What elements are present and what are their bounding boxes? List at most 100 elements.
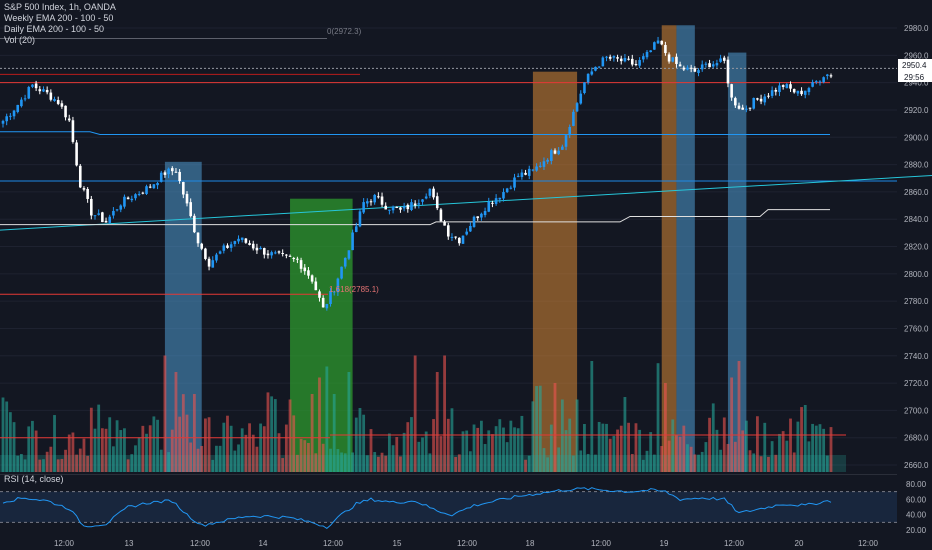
weekly-ema-legend[interactable]: Weekly EMA 200 - 100 - 50 (4, 13, 114, 23)
volume-bar (336, 449, 340, 472)
candle-body (104, 220, 108, 223)
volume-bar (778, 433, 781, 472)
volume-bar (307, 442, 310, 472)
candle-body (97, 213, 100, 215)
candle-body (384, 205, 388, 210)
candle-body (134, 194, 137, 199)
volume-bar (410, 417, 413, 472)
volume-bar (115, 420, 119, 472)
volume-bar (284, 424, 288, 472)
volume-bars (0, 355, 846, 472)
candle-body (281, 252, 284, 254)
candle-body (185, 193, 189, 204)
volume-bar (800, 407, 803, 472)
candle-body (310, 275, 314, 282)
volume-bar (730, 377, 734, 472)
volume-bar (428, 453, 432, 472)
candle-body (49, 92, 53, 100)
volume-bar (314, 453, 318, 472)
volume-bar (524, 459, 527, 472)
zone-green-1 (290, 198, 353, 472)
volume-legend[interactable]: Vol (20) (4, 35, 36, 45)
x-tick-label: 12:00 (54, 539, 75, 548)
candle-body (174, 171, 178, 173)
candle-body (373, 194, 376, 203)
volume-bar (494, 426, 498, 472)
volume-bar (45, 451, 49, 472)
volume-bar (560, 399, 564, 472)
rsi-tick-label: 80.00 (906, 480, 927, 489)
volume-bar (579, 450, 583, 472)
volume-bar (708, 417, 711, 472)
candle-body (307, 270, 310, 276)
candle-body (417, 203, 421, 205)
candle-body (421, 199, 424, 202)
volume-bar (542, 448, 546, 472)
candle-body (340, 266, 343, 279)
volume-bar (248, 423, 251, 472)
volume-bar (660, 446, 664, 472)
candle-body (402, 205, 406, 209)
volume-bar (575, 399, 579, 472)
volume-bar (829, 427, 833, 472)
volume-bar (741, 430, 745, 472)
volume-bar (693, 454, 697, 472)
volume-bar (325, 366, 329, 472)
candle-body (822, 77, 825, 83)
candle-body (748, 107, 752, 109)
volume-bar (273, 399, 277, 472)
candle-body (711, 64, 715, 67)
volume-bar (413, 355, 417, 472)
y-tick-label: 2760.0 (904, 324, 929, 333)
candle-body (347, 250, 351, 259)
candle-body (550, 150, 553, 161)
x-tick-label: 15 (393, 539, 402, 548)
volume-bar (229, 425, 233, 472)
volume-bar (362, 414, 366, 472)
candle-body (678, 64, 682, 67)
candle-body (182, 182, 185, 195)
chart-legend: S&P 500 Index, 1h, OANDA Weekly EMA 200 … (4, 2, 116, 46)
candle-body (152, 184, 156, 189)
volume-bar (770, 441, 774, 472)
volume-bar (759, 456, 763, 472)
volume-bar (1, 397, 5, 472)
candle-body (321, 297, 325, 308)
candle-body (189, 202, 192, 217)
candle-body (274, 252, 277, 254)
candle-body (56, 100, 60, 104)
candle-body (163, 172, 167, 175)
ema-lines (0, 38, 932, 439)
volume-bar (134, 445, 137, 472)
rsi-legend[interactable]: RSI (14, close) (4, 474, 64, 484)
symbol-title[interactable]: S&P 500 Index, 1h, OANDA (4, 2, 116, 12)
candle-body (781, 85, 785, 87)
volume-bar (671, 419, 675, 472)
volume-bar (457, 454, 461, 472)
volume-bar (20, 453, 23, 472)
candle-body (627, 58, 630, 60)
volume-bar (343, 453, 347, 472)
volume-bar (262, 426, 266, 472)
volume-bar (811, 423, 814, 472)
candle-body (211, 260, 215, 268)
volume-bar (281, 458, 285, 472)
volume-bar (818, 424, 822, 472)
rsi-tick-label: 20.00 (906, 526, 927, 535)
candle-body (318, 291, 321, 298)
candle-body (229, 244, 233, 248)
candle-body (745, 108, 748, 110)
volume-bar (189, 442, 193, 472)
candle-body (546, 159, 549, 162)
volume-bar (803, 405, 807, 472)
candle-body (67, 118, 71, 121)
daily-ema-legend[interactable]: Daily EMA 200 - 100 - 50 (4, 24, 105, 34)
y-tick-label: 2920.0 (904, 106, 929, 115)
volume-bar (814, 425, 818, 472)
candle-body (167, 168, 170, 175)
candle-body (156, 183, 159, 186)
volume-bar (774, 454, 778, 472)
x-tick-label: 12:00 (190, 539, 211, 548)
volume-bar (8, 412, 12, 472)
